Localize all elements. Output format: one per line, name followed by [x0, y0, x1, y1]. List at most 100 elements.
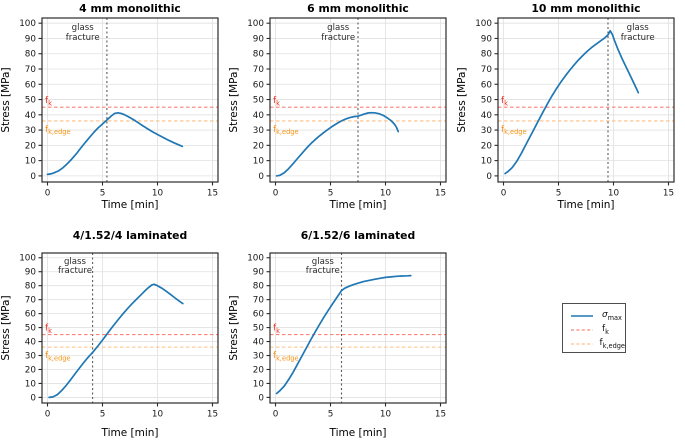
y-tick-label: 30 — [253, 352, 265, 362]
glass-fracture-label-line1: glass — [72, 23, 95, 33]
y-tick-label: 70 — [25, 296, 37, 306]
y-axis-label: Stress [MPa] — [456, 67, 468, 132]
reference-label-fkedge: fk,edge — [273, 125, 299, 136]
y-tick-label: 80 — [25, 50, 37, 60]
legend-item-sigma-max: σmax — [570, 309, 625, 323]
y-tick-label: 50 — [253, 324, 265, 334]
y-tick-label: 100 — [19, 254, 36, 264]
x-axis-label: Time [min] — [100, 199, 158, 211]
y-tick-label: 0 — [258, 393, 264, 403]
y-tick-label: 70 — [481, 65, 493, 75]
subplot-6mm-monolithic: fk fk,edge 0 5 10 15 0 10 20 30 40 50 60 70 80 90 100 6 m… — [228, 0, 457, 222]
y-tick-label: 20 — [481, 141, 493, 151]
x-axis-label: Time [min] — [328, 199, 386, 211]
sigma-max-curve — [504, 29, 640, 175]
y-tick-label: 20 — [253, 365, 265, 375]
y-axis-label: Stress [MPa] — [228, 295, 240, 360]
y-tick-label: 10 — [25, 379, 37, 389]
y-tick-label: 40 — [481, 111, 493, 121]
x-tick-label: 15 — [663, 189, 674, 199]
legend: σmax fk fk,edge — [562, 303, 626, 353]
reference-label-fkedge: fk,edge — [501, 125, 527, 136]
y-tick-label: 50 — [253, 96, 265, 106]
reference-label-fkedge: fk,edge — [273, 351, 299, 362]
y-tick-label: 0 — [258, 172, 264, 182]
chart-title: 4 mm monolithic — [79, 2, 181, 15]
legend-item-fk-edge: fk,edge — [570, 337, 625, 351]
y-tick-label: 90 — [25, 268, 37, 278]
chart-title: 10 mm monolithic — [531, 2, 640, 15]
y-tick-label: 90 — [253, 268, 265, 278]
chart-title: 6/1.52/6 laminated — [301, 229, 415, 242]
glass-fracture-label-line2: fracture — [58, 266, 92, 276]
y-tick-label: 10 — [25, 157, 37, 167]
y-tick-label: 40 — [25, 111, 37, 121]
x-tick-label: 5 — [556, 189, 562, 199]
chart-canvas-6-152-6-laminated: fk fk,edge 0 5 10 15 0 10 20 30 40 50 60 70 80 90 100 6/1… — [228, 229, 447, 439]
y-tick-label: 80 — [253, 282, 265, 292]
y-tick-label: 80 — [253, 50, 265, 60]
x-axis-label: Time [min] — [556, 199, 614, 211]
glass-fracture-label-line2: fracture — [321, 33, 355, 43]
y-tick-label: 30 — [25, 126, 37, 136]
legend-label-sigma-max: σmax — [602, 309, 622, 322]
y-tick-label: 40 — [253, 338, 265, 348]
y-tick-label: 40 — [25, 338, 37, 348]
y-tick-label: 0 — [486, 172, 492, 182]
x-tick-label: 10 — [380, 410, 392, 420]
subplot-4mm-monolithic: fk fk,edge 0 5 10 15 0 10 20 30 40 50 60 70 80 90 100 4 m… — [0, 0, 229, 222]
legend-item-fk: fk — [570, 323, 625, 337]
sigma-max-curve — [275, 274, 412, 395]
subplot-4-152-4-laminated: fk fk,edge 0 5 10 15 0 10 20 30 40 50 60 70 80 90 100 4/1… — [0, 225, 229, 444]
sigma-max-curve — [46, 111, 184, 176]
fk-line-sample — [571, 329, 593, 331]
reference-label-fk: fk — [273, 324, 280, 335]
x-tick-label: 15 — [207, 189, 218, 199]
glass-fracture-label-line2: fracture — [306, 266, 340, 276]
subplot-10mm-monolithic: fk fk,edge 0 5 10 15 0 10 20 30 40 50 60 70 80 90 100 10 … — [456, 0, 685, 222]
y-tick-label: 90 — [481, 34, 493, 44]
x-tick-label: 15 — [435, 189, 446, 199]
reference-label-fk: fk — [45, 96, 52, 107]
y-tick-label: 90 — [25, 34, 37, 44]
y-tick-label: 100 — [247, 254, 264, 264]
x-tick-label: 10 — [380, 189, 392, 199]
legend-label-fk: fk — [602, 323, 609, 336]
y-tick-label: 30 — [481, 126, 493, 136]
y-tick-label: 0 — [30, 393, 36, 403]
y-tick-label: 50 — [25, 96, 37, 106]
y-tick-label: 20 — [253, 141, 265, 151]
fk-edge-line-sample — [571, 343, 593, 345]
chart-title: 6 mm monolithic — [307, 2, 409, 15]
y-tick-label: 80 — [481, 50, 493, 60]
glass-fracture-label-line1: glass — [327, 23, 350, 33]
glass-fracture-label-line1: glass — [627, 23, 650, 33]
glass-fracture-label-line2: fracture — [621, 33, 655, 43]
subplot-6-152-6-laminated: fk fk,edge 0 5 10 15 0 10 20 30 40 50 60 70 80 90 100 6/1… — [228, 225, 457, 444]
y-tick-label: 70 — [253, 65, 265, 75]
reference-label-fk: fk — [273, 96, 280, 107]
x-tick-label: 0 — [273, 410, 279, 420]
x-tick-label: 0 — [45, 189, 51, 199]
x-tick-label: 0 — [273, 189, 279, 199]
y-tick-label: 100 — [475, 19, 492, 29]
sigma-max-curve — [48, 283, 184, 399]
y-tick-label: 30 — [25, 352, 37, 362]
glass-fracture-label-line1: glass — [312, 257, 335, 267]
y-tick-label: 60 — [481, 80, 493, 90]
y-tick-label: 10 — [253, 379, 265, 389]
x-tick-label: 5 — [328, 189, 334, 199]
y-tick-label: 20 — [25, 141, 37, 151]
x-tick-label: 0 — [501, 189, 507, 199]
y-tick-label: 90 — [253, 34, 265, 44]
y-tick-label: 50 — [481, 96, 493, 106]
sigma-max-curve — [275, 111, 400, 177]
y-axis-label: Stress [MPa] — [228, 67, 240, 132]
x-tick-label: 10 — [152, 410, 164, 420]
x-tick-label: 5 — [100, 189, 106, 199]
x-tick-label: 15 — [207, 410, 218, 420]
y-axis-label: Stress [MPa] — [0, 295, 12, 360]
sigma-max-line-sample — [571, 315, 593, 317]
y-tick-label: 80 — [25, 282, 37, 292]
